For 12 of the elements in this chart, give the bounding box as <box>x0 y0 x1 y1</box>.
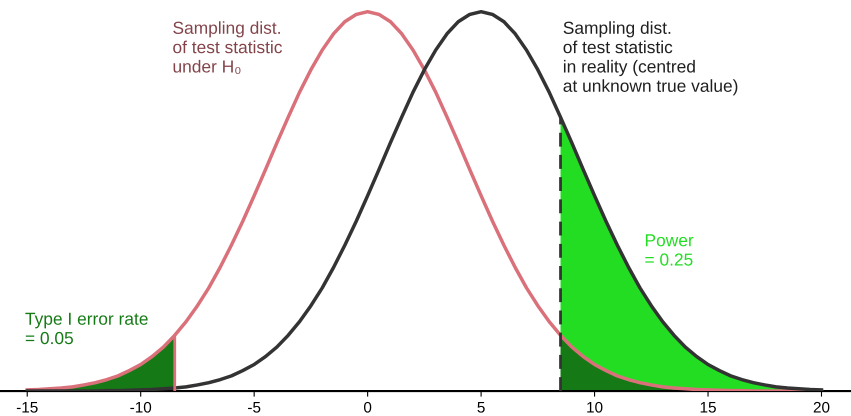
x-tick-label: -10 <box>130 402 152 413</box>
series-label: Power = 0.25 <box>645 234 694 266</box>
x-tick-label: -5 <box>248 402 260 413</box>
x-tick-label: 0 <box>364 402 372 413</box>
series-label: Sampling dist. of test statistic in reality (centred at unknown true value) <box>564 21 738 96</box>
series-label: Sampling dist. of test statistic under H₀ <box>173 21 282 74</box>
series-label: Type I error rate = 0.05 <box>25 312 148 344</box>
x-tick-label: 20 <box>814 402 830 413</box>
x-tick-label: -15 <box>16 402 38 413</box>
x-tick-label: 5 <box>477 402 485 413</box>
x-tick-label: 10 <box>587 402 602 413</box>
x-tick-label: 15 <box>700 402 716 413</box>
